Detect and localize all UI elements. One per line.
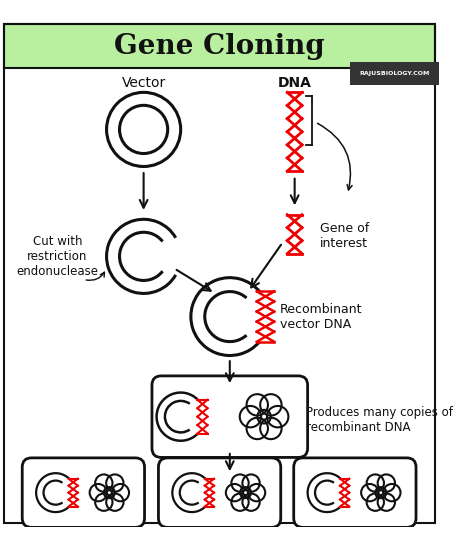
FancyBboxPatch shape (152, 376, 308, 457)
Text: RAJUSBIOLOGY.COM: RAJUSBIOLOGY.COM (360, 71, 430, 76)
Text: Produces many copies of
recombinant DNA: Produces many copies of recombinant DNA (306, 406, 453, 434)
FancyBboxPatch shape (294, 458, 416, 527)
FancyBboxPatch shape (158, 458, 281, 527)
Text: DNA: DNA (278, 76, 311, 90)
Text: Cut with
restriction
endonuclease: Cut with restriction endonuclease (17, 235, 99, 278)
FancyBboxPatch shape (4, 24, 436, 68)
Text: Vector: Vector (121, 76, 166, 90)
FancyBboxPatch shape (22, 458, 145, 527)
Text: Gene of
interest: Gene of interest (319, 222, 369, 250)
Text: Gene Cloning: Gene Cloning (114, 32, 325, 60)
Text: Recombinant
vector DNA: Recombinant vector DNA (280, 302, 362, 330)
